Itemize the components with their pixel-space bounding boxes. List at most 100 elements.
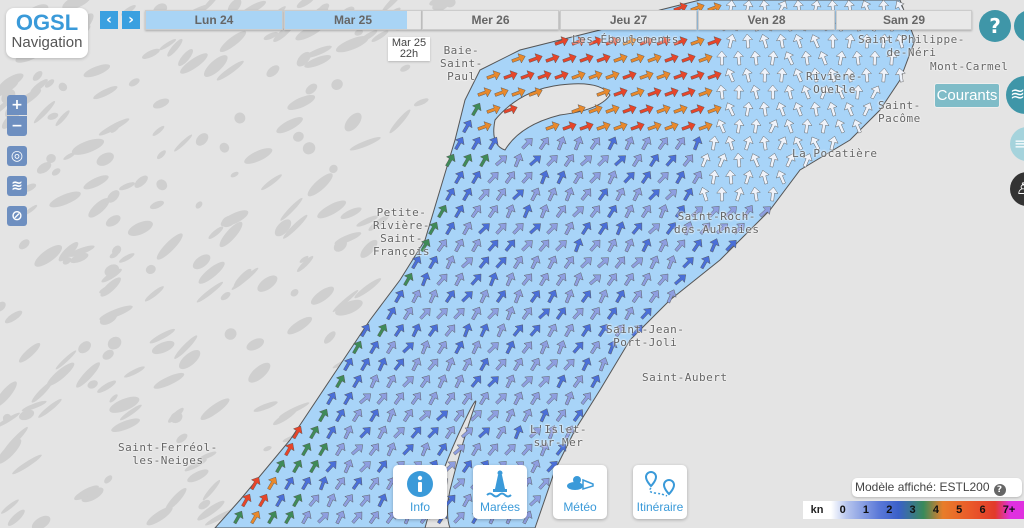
current-arrow bbox=[647, 121, 662, 132]
timeline-day-0[interactable]: Lun 24 bbox=[145, 10, 283, 30]
ogsl-logo[interactable]: OGSL Navigation bbox=[6, 8, 88, 58]
current-arrow bbox=[716, 119, 727, 134]
terrain-ridge bbox=[31, 381, 53, 403]
current-arrow bbox=[368, 511, 380, 525]
current-arrow bbox=[556, 374, 567, 389]
route-button[interactable]: Itinéraire bbox=[633, 465, 687, 519]
terrain-ridge bbox=[156, 179, 168, 191]
weather-icon bbox=[567, 476, 594, 491]
terrain-ridge bbox=[244, 148, 273, 164]
current-arrow bbox=[878, 67, 890, 83]
wind-layer-button[interactable]: ≡ bbox=[1010, 127, 1024, 161]
current-arrow bbox=[478, 223, 490, 235]
current-arrow bbox=[556, 170, 567, 185]
current-arrow bbox=[657, 171, 669, 184]
active-layer-label[interactable]: Courants bbox=[934, 83, 1000, 108]
timeline-day-3[interactable]: Jeu 27 bbox=[560, 10, 697, 30]
current-arrow bbox=[504, 444, 516, 456]
pedestrian-icon: ♙ bbox=[1016, 179, 1024, 198]
terrain-ridge bbox=[156, 150, 166, 160]
terrain-ridge bbox=[111, 418, 140, 433]
layers-button[interactable]: ≋ bbox=[7, 176, 27, 196]
current-arrow bbox=[631, 324, 643, 337]
place-label: Les Éboulements bbox=[572, 33, 679, 46]
terrain-ridge bbox=[389, 109, 411, 134]
current-arrow bbox=[870, 85, 881, 100]
current-arrow bbox=[707, 104, 722, 115]
current-arrow bbox=[528, 53, 543, 64]
current-arrow bbox=[479, 289, 490, 304]
terrain-ridge bbox=[305, 45, 332, 58]
weather-button[interactable]: Météo bbox=[553, 465, 607, 519]
model-info: Modèle affiché: ESTL200? bbox=[852, 478, 1022, 497]
current-arrow bbox=[436, 443, 448, 457]
terrain-ridge bbox=[119, 182, 135, 191]
terrain-ridge bbox=[202, 479, 221, 501]
current-arrow bbox=[454, 340, 465, 355]
current-arrow bbox=[835, 119, 846, 134]
current-arrow bbox=[546, 155, 558, 167]
current-arrow bbox=[462, 323, 473, 338]
help-button[interactable]: ? bbox=[979, 10, 1011, 42]
current-arrow bbox=[461, 291, 473, 303]
next-day-button[interactable]: › bbox=[122, 11, 140, 29]
info-button[interactable]: Info bbox=[393, 465, 447, 519]
timeline-day-2[interactable]: Mer 26 bbox=[422, 10, 559, 30]
current-arrow bbox=[768, 119, 779, 134]
current-arrow bbox=[411, 323, 422, 338]
extra-button[interactable] bbox=[1014, 10, 1024, 42]
current-arrow bbox=[410, 392, 422, 406]
terrain-ridge bbox=[287, 316, 313, 335]
current-arrow bbox=[597, 324, 609, 338]
current-arrow bbox=[734, 187, 745, 202]
current-arrow bbox=[810, 67, 821, 83]
timeline-day-5[interactable]: Sam 29 bbox=[836, 10, 972, 30]
current-arrow bbox=[359, 461, 371, 473]
current-arrow bbox=[793, 68, 804, 83]
zoom-out-button[interactable]: − bbox=[7, 116, 27, 136]
current-arrow bbox=[733, 152, 744, 168]
current-arrow bbox=[546, 392, 558, 405]
current-arrow bbox=[386, 340, 397, 355]
terrain-ridge bbox=[198, 261, 225, 284]
timeline-day-1[interactable]: Mar 25 bbox=[284, 10, 422, 30]
current-arrow bbox=[631, 222, 643, 235]
model-help-icon[interactable]: ? bbox=[993, 484, 1006, 496]
current-arrow bbox=[607, 170, 618, 185]
current-arrow bbox=[360, 357, 371, 372]
tides-button[interactable]: Marées bbox=[473, 465, 527, 519]
terrain-ridge bbox=[0, 438, 22, 464]
current-arrow bbox=[513, 153, 524, 168]
current-arrow bbox=[530, 255, 541, 270]
timeline-day-4[interactable]: Ven 28 bbox=[698, 10, 835, 30]
pedestrian-layer-button[interactable]: ♙ bbox=[1010, 172, 1024, 206]
day-label: Mer 26 bbox=[471, 13, 510, 27]
current-arrow bbox=[444, 426, 456, 440]
current-arrow bbox=[352, 340, 363, 355]
current-arrow bbox=[666, 289, 677, 304]
current-arrow bbox=[707, 70, 722, 81]
day-label: Ven 28 bbox=[747, 13, 786, 27]
current-arrow bbox=[494, 155, 508, 167]
current-arrow bbox=[827, 102, 838, 117]
locate-button[interactable]: ◎ bbox=[7, 146, 27, 166]
current-arrow bbox=[641, 272, 652, 287]
current-arrow bbox=[895, 67, 906, 83]
current-arrow bbox=[512, 189, 524, 201]
measure-button[interactable]: ⊘ bbox=[7, 206, 27, 226]
terrain-ridge bbox=[344, 112, 362, 132]
current-arrow bbox=[377, 357, 388, 372]
prev-day-button[interactable]: ‹ bbox=[100, 11, 118, 29]
current-arrow bbox=[613, 121, 628, 132]
zoom-in-button[interactable]: + bbox=[7, 95, 27, 115]
current-arrow bbox=[698, 121, 713, 132]
current-arrow bbox=[555, 240, 567, 252]
current-arrow bbox=[835, 50, 847, 66]
current-arrow bbox=[827, 135, 839, 151]
current-arrow bbox=[572, 409, 584, 423]
current-arrow bbox=[452, 478, 466, 490]
current-arrow bbox=[504, 239, 516, 252]
terrain-ridge bbox=[224, 328, 237, 340]
currents-layer-button[interactable]: ≋ bbox=[1006, 76, 1024, 114]
current-arrow bbox=[674, 205, 686, 219]
